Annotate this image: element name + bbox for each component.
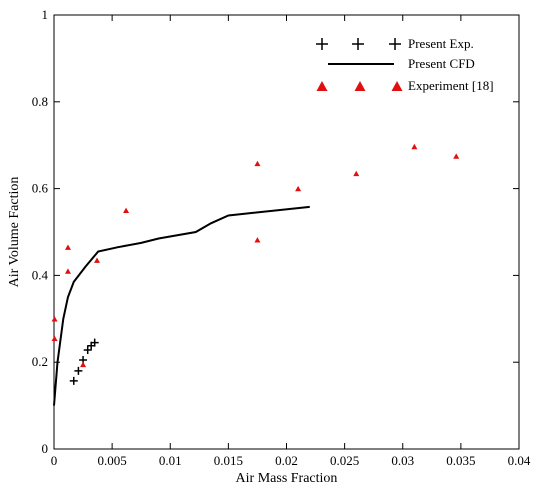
x-tick-label: 0.035 <box>446 453 475 468</box>
legend-plus-icon <box>316 38 328 50</box>
x-tick-label: 0.025 <box>330 453 359 468</box>
exp-point <box>83 346 92 355</box>
y-axis: 0 0.2 0.4 0.6 0.8 1 <box>32 7 519 456</box>
exp18-point <box>353 170 360 177</box>
legend-label: Present CFD <box>408 56 475 71</box>
legend-item: Experiment [18] <box>316 78 494 93</box>
x-tick-label: 0.03 <box>391 453 414 468</box>
x-tick-label: 0.04 <box>508 453 531 468</box>
x-axis: 0 0.005 0.01 0.015 0.02 0.025 0.03 0.035 0.04 <box>51 15 531 468</box>
exp18-point <box>295 185 302 192</box>
y-tick-label: 1 <box>42 7 49 22</box>
series-layer <box>51 143 460 406</box>
legend-triangle-icon <box>316 81 328 91</box>
x-tick-label: 0.02 <box>275 453 298 468</box>
legend-item: Present CFD <box>328 56 475 71</box>
x-tick-label: 0.005 <box>98 453 127 468</box>
exp18-point <box>254 160 261 167</box>
legend-triangle-icon <box>354 81 366 91</box>
legend-label: Present Exp. <box>408 36 474 51</box>
x-tick-label: 0 <box>51 453 58 468</box>
x-axis-label: Air Mass Fraction <box>236 471 338 486</box>
y-tick-label: 0.2 <box>32 354 48 369</box>
y-tick-label: 0.8 <box>32 94 48 109</box>
series-present-cfd <box>53 205 310 406</box>
legend-item: Present Exp. <box>316 36 474 51</box>
exp-point <box>69 376 78 385</box>
y-tick-label: 0.6 <box>32 181 49 196</box>
y-tick-label: 0.4 <box>32 267 49 282</box>
x-tick-label: 0.015 <box>214 453 243 468</box>
exp18-point <box>80 361 87 368</box>
y-axis-label: Air Volume Faction <box>7 177 22 288</box>
x-tick-label: 0.01 <box>159 453 182 468</box>
legend-plus-icon <box>389 38 401 50</box>
exp18-point <box>123 207 130 213</box>
exp18-point <box>51 335 58 342</box>
exp-point <box>74 366 83 375</box>
y-tick-label: 0 <box>42 441 49 456</box>
exp18-point <box>453 153 460 159</box>
cfd-line <box>53 205 310 406</box>
exp18-point <box>64 268 71 274</box>
legend-plus-icon <box>352 38 364 50</box>
series-experiment-18 <box>51 143 460 368</box>
exp18-point <box>51 316 58 322</box>
legend-triangle-icon <box>391 81 403 91</box>
exp18-point <box>411 143 418 150</box>
exp18-point <box>64 244 71 250</box>
legend-label: Experiment [18] <box>408 78 494 93</box>
series-present-exp <box>69 338 99 385</box>
legend: Present Exp. Present CFD Experiment [18] <box>316 36 494 93</box>
exp18-point <box>94 257 101 263</box>
exp-point <box>90 338 99 347</box>
exp18-point <box>254 237 261 243</box>
